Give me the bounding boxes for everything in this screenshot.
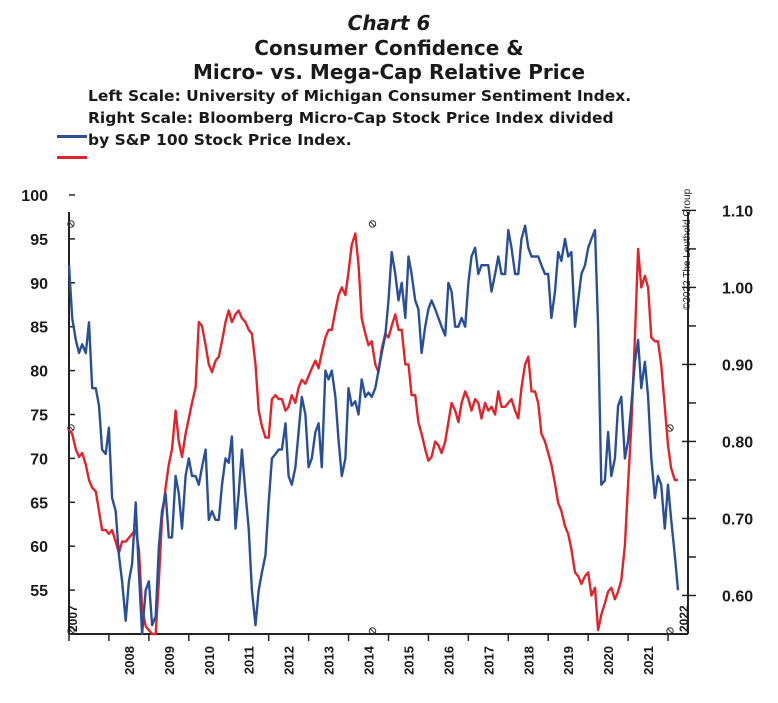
left-tick-label: 75	[30, 408, 48, 425]
right-scale-description-line-1: Right Scale: Bloomberg Micro-Cap Stock P…	[88, 109, 614, 127]
chart-title-block: Chart 6 Consumer Confidence & Micro- vs.…	[0, 10, 778, 84]
right-tick-label: 0.70	[722, 511, 753, 528]
x-tick-label: 2011	[242, 646, 257, 674]
marker-cross	[370, 221, 375, 227]
x-tick-label: 2012	[282, 646, 297, 675]
x-tick-label: 2015	[401, 646, 416, 675]
left-tick-label: 90	[30, 276, 48, 293]
right-axis-ticks: 1.10 1.00 0.90 0.80 0.70 0.60	[682, 203, 753, 605]
left-tick-label: 55	[30, 583, 48, 600]
left-tick-label: 95	[30, 232, 48, 249]
x-tick-label: 2013	[322, 646, 337, 675]
reference-markers	[67, 220, 674, 635]
series-lines	[67, 224, 680, 636]
marker-cross	[370, 628, 375, 634]
x-tick-label: 2014	[362, 645, 377, 675]
x-tick-label: 2018	[521, 646, 536, 675]
marker-circle	[666, 627, 674, 635]
start-year-label: 2007	[66, 605, 80, 632]
marker-circle	[67, 627, 75, 635]
x-tick-label: 2008	[122, 646, 137, 675]
marker-circle	[67, 220, 75, 228]
chart-title: Chart 6	[347, 11, 431, 35]
left-scale-description: Left Scale: University of Michigan Consu…	[88, 87, 632, 105]
right-scale-description-line-2: by S&P 100 Stock Price Index.	[88, 131, 352, 149]
x-tick-label: 2021	[641, 646, 656, 675]
relative-price-line	[68, 232, 678, 636]
left-tick-label: 70	[30, 451, 48, 468]
left-tick-label: 100	[21, 188, 48, 205]
left-tick-label: 65	[30, 495, 48, 512]
right-tick-label: 0.90	[722, 357, 753, 374]
legend-swatch-relative-price	[57, 156, 87, 159]
right-tick-label: 0.60	[722, 588, 753, 605]
x-tick-label: 2020	[601, 646, 616, 675]
chart-subtitle-line-1: Consumer Confidence &	[254, 36, 524, 60]
x-tick-label: 2019	[561, 646, 576, 675]
marker-cross	[667, 425, 673, 431]
chart-axes	[68, 212, 689, 635]
right-tick-label: 1.10	[722, 203, 753, 220]
x-tick-label: 2010	[202, 646, 217, 675]
right-tick-label: 0.80	[722, 434, 753, 451]
copyright-credit: ©2022 The Leuthold Group	[682, 188, 693, 310]
chart-subtitle-line-2: Micro- vs. Mega-Cap Relative Price	[192, 60, 586, 84]
end-year-label: 2022	[677, 605, 691, 632]
marker-cross	[68, 425, 74, 431]
sentiment-line	[67, 224, 680, 636]
marker-circle	[368, 220, 377, 228]
marker-cross	[68, 221, 74, 227]
x-tick-label: 2009	[162, 646, 177, 675]
x-tick-label: 2016	[441, 646, 456, 675]
marker-cross	[68, 628, 74, 634]
legend-swatch-sentiment	[57, 135, 87, 138]
left-tick-label: 60	[30, 539, 48, 556]
x-tick-label: 2017	[481, 646, 496, 675]
right-tick-label: 1.00	[722, 280, 753, 297]
marker-cross	[667, 628, 673, 634]
x-axis-ticks: 2008 2009 2010 2011 2012 2013 2014 2015 2016 2017…	[68, 634, 669, 675]
marker-circle	[368, 627, 377, 635]
left-axis-ticks: 100 95 90 85 80 75 70 65 60 55	[21, 188, 75, 600]
left-tick-label: 80	[30, 364, 48, 381]
left-tick-label: 85	[30, 320, 48, 337]
